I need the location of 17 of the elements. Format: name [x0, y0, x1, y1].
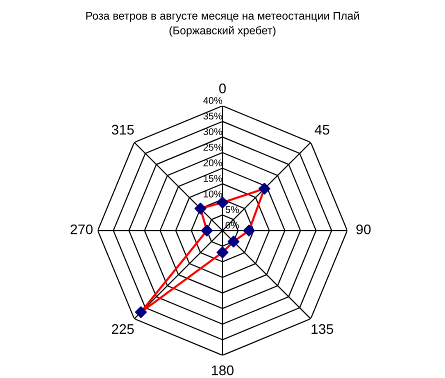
spoke-label: 315	[112, 124, 134, 135]
spoke-label: 270	[70, 224, 93, 234]
y-tick-label: 10%	[204, 190, 222, 198]
spoke-label: 45	[314, 124, 330, 135]
spoke-label: 225	[112, 324, 134, 334]
y-tick-label: 30%	[203, 128, 222, 136]
y-tick-label: 5%	[226, 206, 239, 214]
spoke-label: 135	[312, 324, 334, 334]
spoke-label: 180	[212, 365, 234, 376]
y-tick-label: 25%	[204, 144, 222, 151]
y-tick-label: 20%	[204, 159, 222, 166]
y-tick-label: 15%	[204, 175, 222, 182]
y-tick-label: 40%	[203, 97, 222, 104]
spoke-label: 0	[219, 84, 226, 94]
y-tick-label: 35%	[203, 112, 222, 120]
spoke-label: 90	[356, 224, 371, 234]
chart-title: Роза ветров в августе месяце на метеостанции Плай (Боржавский хребет)	[86, 11, 359, 37]
